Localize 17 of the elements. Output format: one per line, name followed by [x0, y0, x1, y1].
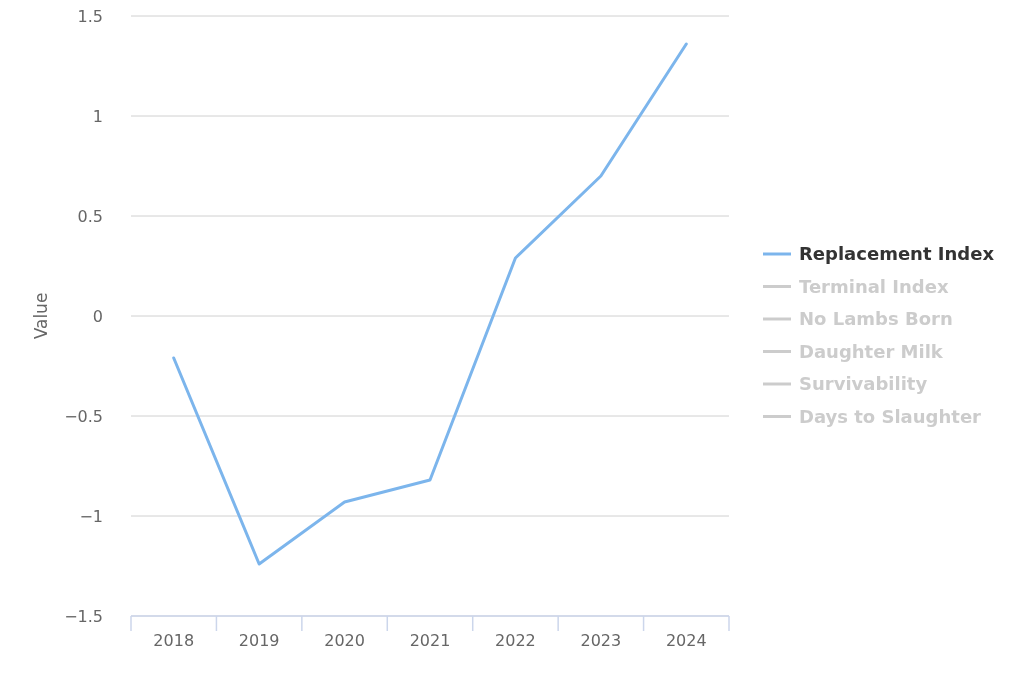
x-tick-label: 2024: [665, 631, 707, 650]
x-tick-label: 2020: [324, 631, 365, 650]
y-tick-label: −0.5: [64, 406, 103, 426]
line-series: [172, 42, 688, 566]
x-tick-label: 2021: [409, 631, 451, 650]
x-tick-label: 2022: [495, 631, 536, 650]
x-tick-label: 2023: [580, 631, 622, 650]
y-axis-title: Value: [31, 292, 51, 340]
y-tick-label: 1: [92, 106, 103, 126]
x-tick-label: 2018: [153, 631, 195, 650]
y-tick-label: 1.5: [77, 6, 103, 26]
legend-label: Replacement Index: [799, 243, 995, 265]
y-tick-label: 0.5: [77, 206, 103, 226]
x-tick-label: 2019: [238, 631, 280, 650]
y-tick-label: −1: [79, 506, 103, 526]
y-tick-label: −1.5: [64, 606, 103, 626]
y-tick-label: 0: [92, 306, 103, 326]
